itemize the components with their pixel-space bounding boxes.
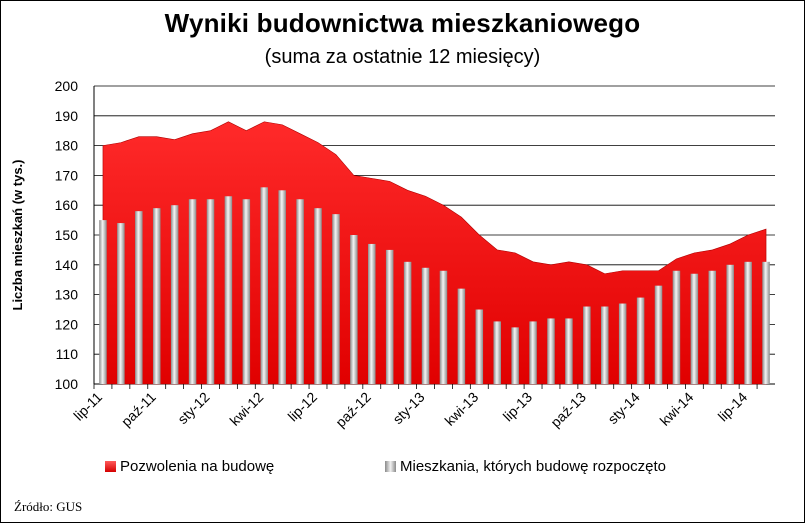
bar-housing-starts bbox=[511, 327, 519, 384]
bar-housing-starts bbox=[654, 285, 663, 384]
bar-housing-starts bbox=[708, 270, 717, 384]
x-tick-label: kwi-13 bbox=[441, 389, 481, 429]
y-axis-label: Liczba mieszkań (w tys.) bbox=[10, 160, 25, 311]
legend-swatch-starts bbox=[385, 461, 396, 472]
bar-housing-starts bbox=[565, 318, 573, 384]
bar-housing-starts bbox=[368, 243, 376, 384]
legend-swatch-permits bbox=[105, 461, 116, 472]
x-tick-label: paź-12 bbox=[332, 389, 374, 431]
x-tick-label: kwi-14 bbox=[657, 389, 697, 429]
x-tick-label: lip-13 bbox=[500, 389, 536, 425]
bar-housing-starts bbox=[260, 187, 269, 384]
chart-title: Wyniki budownictwa mieszkaniowego bbox=[164, 8, 641, 38]
x-tick-label: lip-11 bbox=[70, 389, 105, 424]
bar-housing-starts bbox=[547, 318, 555, 384]
x-tick-label: lip-12 bbox=[285, 389, 321, 425]
x-tick-label: paź-11 bbox=[118, 389, 159, 430]
bar-housing-starts bbox=[224, 196, 233, 384]
bar-housing-starts bbox=[403, 261, 412, 384]
bar-housing-starts bbox=[672, 270, 681, 384]
bar-housing-starts bbox=[475, 309, 484, 384]
x-tick-label: paź-13 bbox=[547, 389, 589, 431]
y-tick-label: 180 bbox=[55, 138, 79, 154]
source-note: Źródło: GUS bbox=[14, 499, 83, 514]
y-tick-label: 110 bbox=[56, 346, 79, 362]
bar-housing-starts bbox=[726, 264, 734, 384]
y-tick-label: 150 bbox=[55, 227, 79, 243]
bar-housing-starts bbox=[636, 297, 645, 384]
legend-item-starts: Mieszkania, których budowę rozpoczęto bbox=[385, 458, 666, 475]
bar-housing-starts bbox=[314, 208, 322, 384]
bar-housing-starts bbox=[332, 214, 340, 384]
y-tick-label: 160 bbox=[55, 197, 79, 213]
bar-housing-starts bbox=[457, 288, 466, 384]
bar-housing-starts bbox=[278, 190, 286, 384]
y-tick-label: 140 bbox=[55, 257, 79, 273]
x-tick-label: sty-13 bbox=[389, 389, 427, 427]
bar-housing-starts bbox=[744, 261, 752, 384]
legend-item-permits: Pozwolenia na budowę bbox=[105, 458, 274, 475]
bar-housing-starts bbox=[583, 306, 591, 384]
y-tick-label: 130 bbox=[55, 287, 79, 303]
bar-housing-starts bbox=[188, 199, 197, 384]
x-tick-label: sty-14 bbox=[604, 389, 642, 427]
bar-housing-starts bbox=[690, 273, 699, 384]
bar-housing-starts bbox=[385, 249, 394, 384]
bar-housing-starts bbox=[152, 208, 161, 384]
y-tick-label: 170 bbox=[55, 167, 79, 183]
bar-housing-starts bbox=[762, 261, 770, 384]
bar-housing-starts bbox=[170, 205, 179, 384]
bar-housing-starts bbox=[99, 220, 107, 384]
y-tick-label: 200 bbox=[55, 78, 79, 94]
y-tick-label: 100 bbox=[55, 376, 79, 392]
area-permits bbox=[102, 121, 767, 385]
chart-subtitle: (suma za ostatnie 12 miesięcy) bbox=[264, 46, 541, 68]
y-tick-label: 190 bbox=[55, 108, 79, 124]
bar-housing-starts bbox=[117, 223, 125, 384]
x-tick-label: kwi-12 bbox=[226, 389, 266, 429]
bar-housing-starts bbox=[493, 321, 501, 384]
legend-label-permits: Pozwolenia na budowę bbox=[120, 458, 275, 475]
x-tick-label: lip-14 bbox=[715, 389, 751, 425]
bar-housing-starts bbox=[600, 306, 609, 384]
bar-housing-starts bbox=[439, 270, 448, 384]
bar-housing-starts bbox=[135, 211, 143, 384]
bar-housing-starts bbox=[421, 267, 430, 384]
y-tick-label: 120 bbox=[55, 316, 79, 332]
bar-housing-starts bbox=[296, 199, 304, 384]
bar-housing-starts bbox=[350, 235, 358, 384]
bar-housing-starts bbox=[618, 303, 627, 384]
x-tick-label: sty-12 bbox=[174, 389, 212, 427]
legend-label-starts: Mieszkania, których budowę rozpoczęto bbox=[400, 458, 666, 475]
bar-housing-starts bbox=[206, 199, 215, 384]
bar-housing-starts bbox=[529, 321, 537, 384]
bar-housing-starts bbox=[242, 199, 251, 384]
